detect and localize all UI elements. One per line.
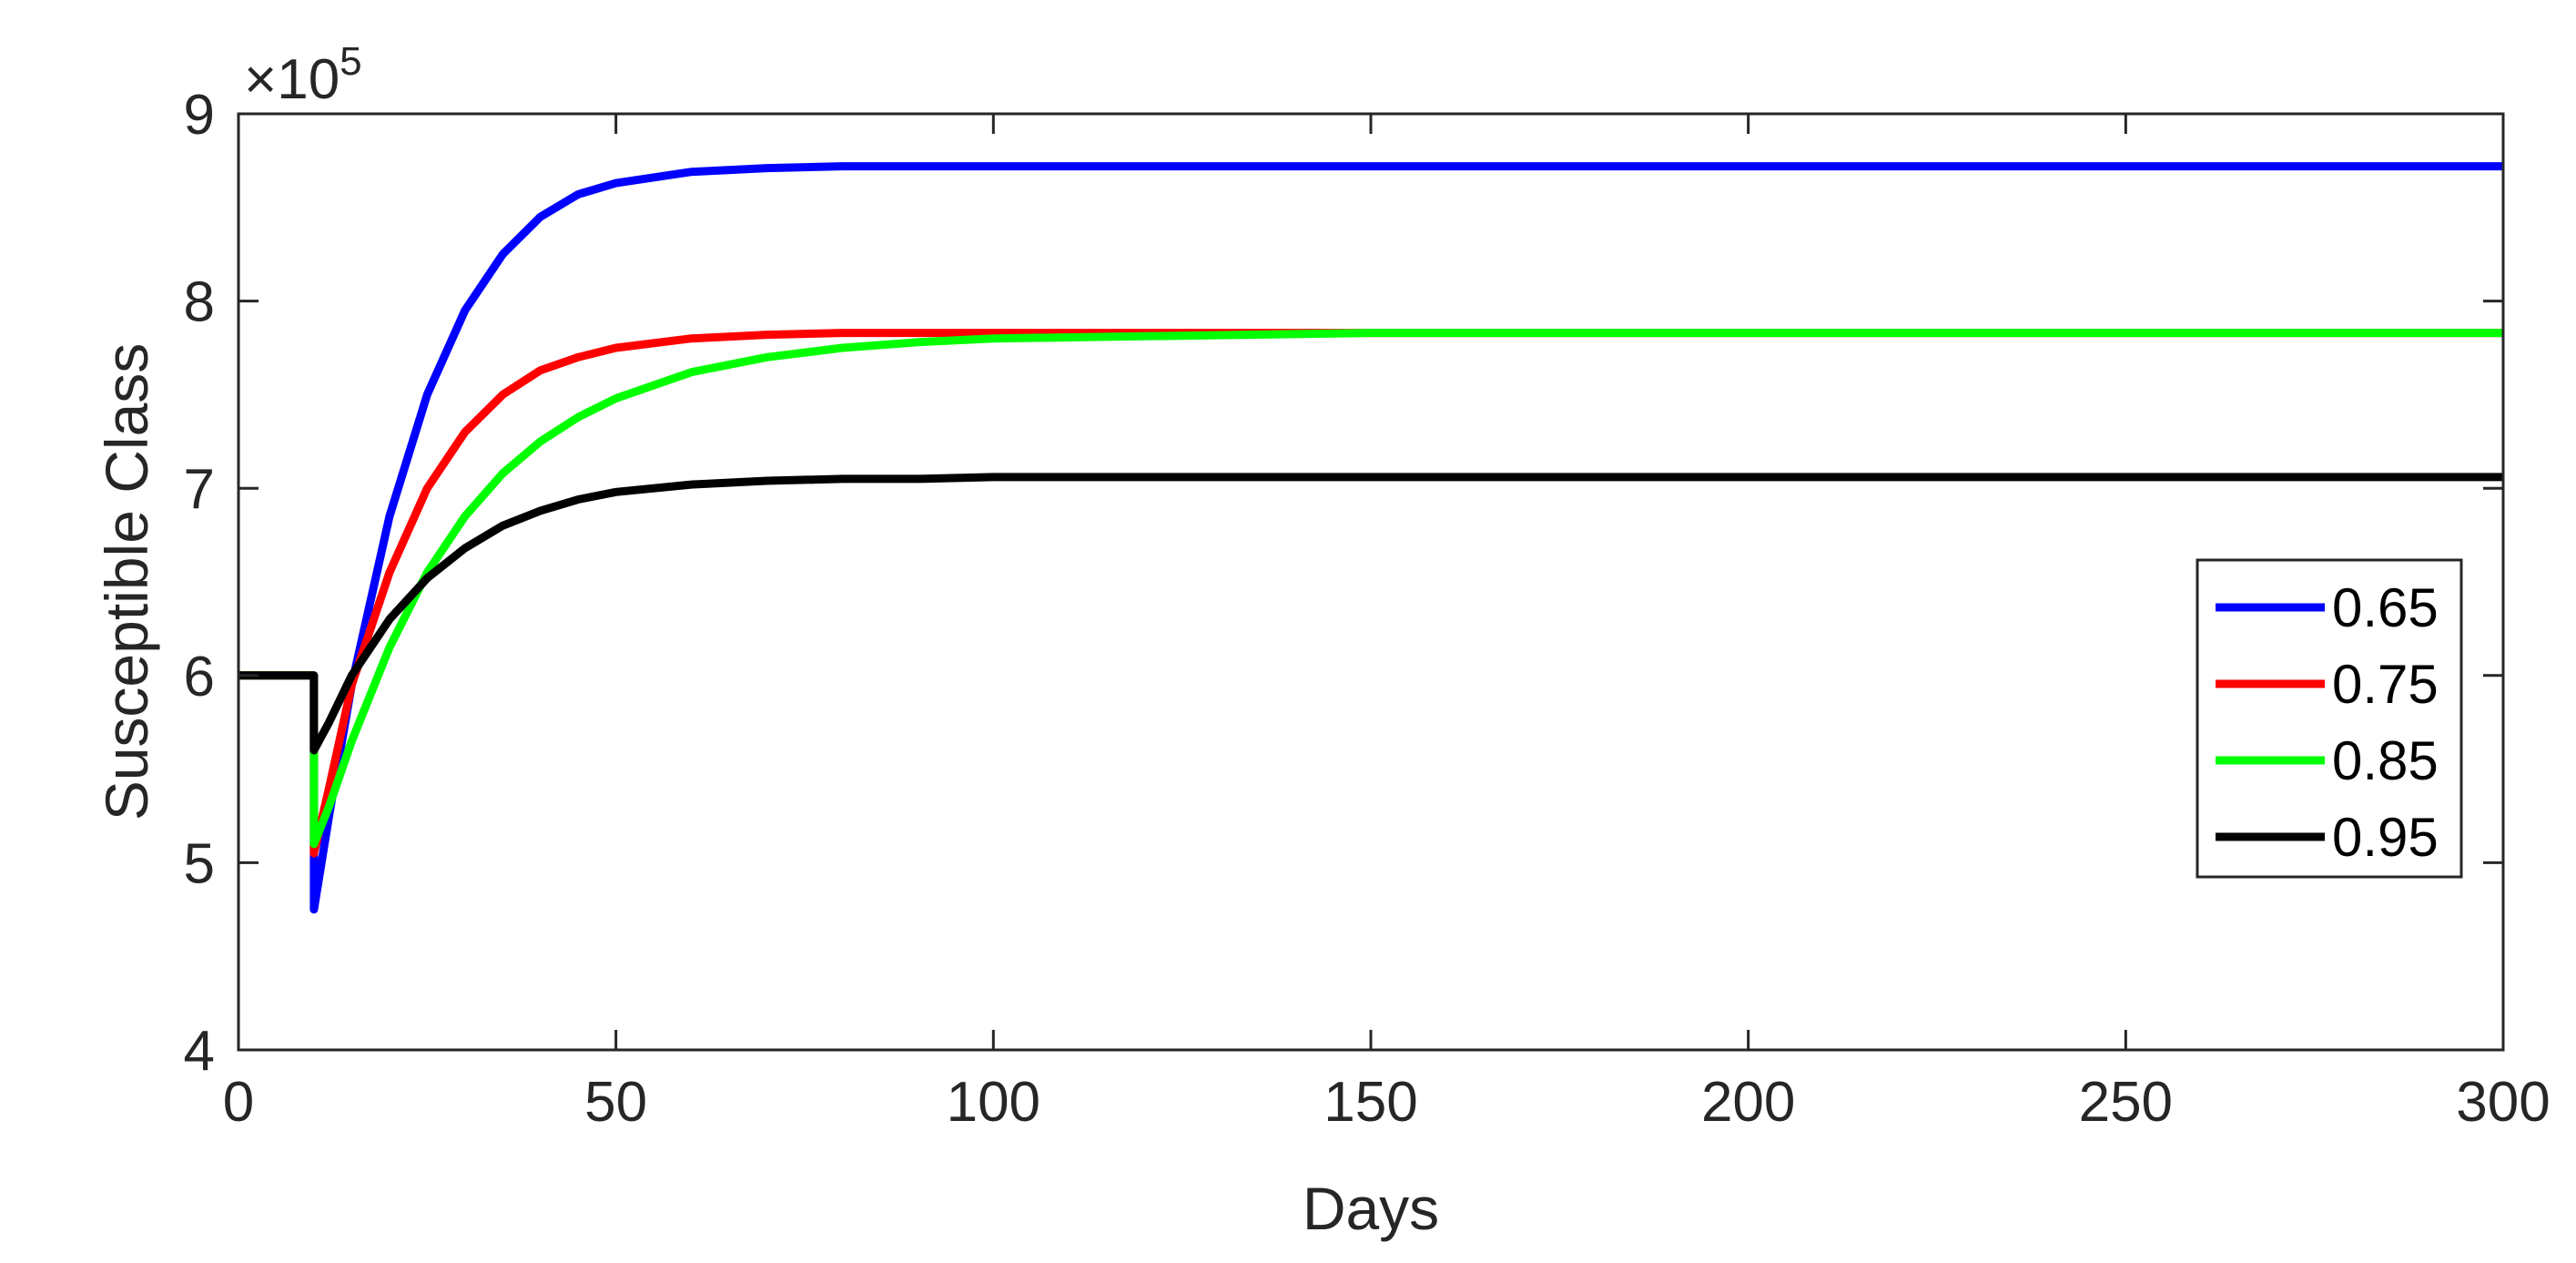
legend-label-3: 0.85 [2332, 730, 2439, 791]
svg-text:×105: ×105 [244, 39, 362, 111]
x-tick-label: 150 [1323, 1071, 1417, 1134]
x-tick-label: 100 [947, 1071, 1040, 1134]
x-tick-label: 300 [2456, 1071, 2550, 1134]
legend-label-1: 0.65 [2332, 577, 2439, 638]
legend: 0.65 0.75 0.85 0.95 [2196, 558, 2463, 879]
y-exponent-base: ×10 [244, 48, 340, 111]
y-exponent-power: 5 [340, 39, 361, 84]
x-axis-label: Days [1303, 1175, 1439, 1242]
series-line-4 [238, 473, 2503, 755]
plot-area-background [238, 114, 2503, 1050]
y-tick-label: 5 [184, 832, 215, 895]
y-tick-label: 9 [184, 84, 215, 147]
series-layer [238, 162, 2503, 914]
x-tick-label: 50 [584, 1071, 647, 1134]
y-tick-label: 8 [184, 271, 215, 334]
series-line-3 [238, 329, 2503, 849]
y-axis-label: Susceptible Class [93, 343, 160, 821]
x-tick-label: 250 [2079, 1071, 2173, 1134]
legend-label-4: 0.95 [2332, 807, 2439, 868]
y-tick-label: 6 [184, 646, 215, 708]
legend-label-2: 0.75 [2332, 654, 2439, 715]
y-tick-label: 4 [184, 1020, 215, 1083]
legend-box [2196, 558, 2463, 879]
x-tick-label: 200 [1701, 1071, 1795, 1134]
x-tick-label: 0 [223, 1071, 254, 1134]
ticks-layer: 0 50 100 150 200 250 300 4 5 6 7 8 9 [184, 84, 2551, 1134]
y-tick-label: 7 [184, 458, 215, 521]
y-exponent-label: ×105 [244, 39, 362, 111]
